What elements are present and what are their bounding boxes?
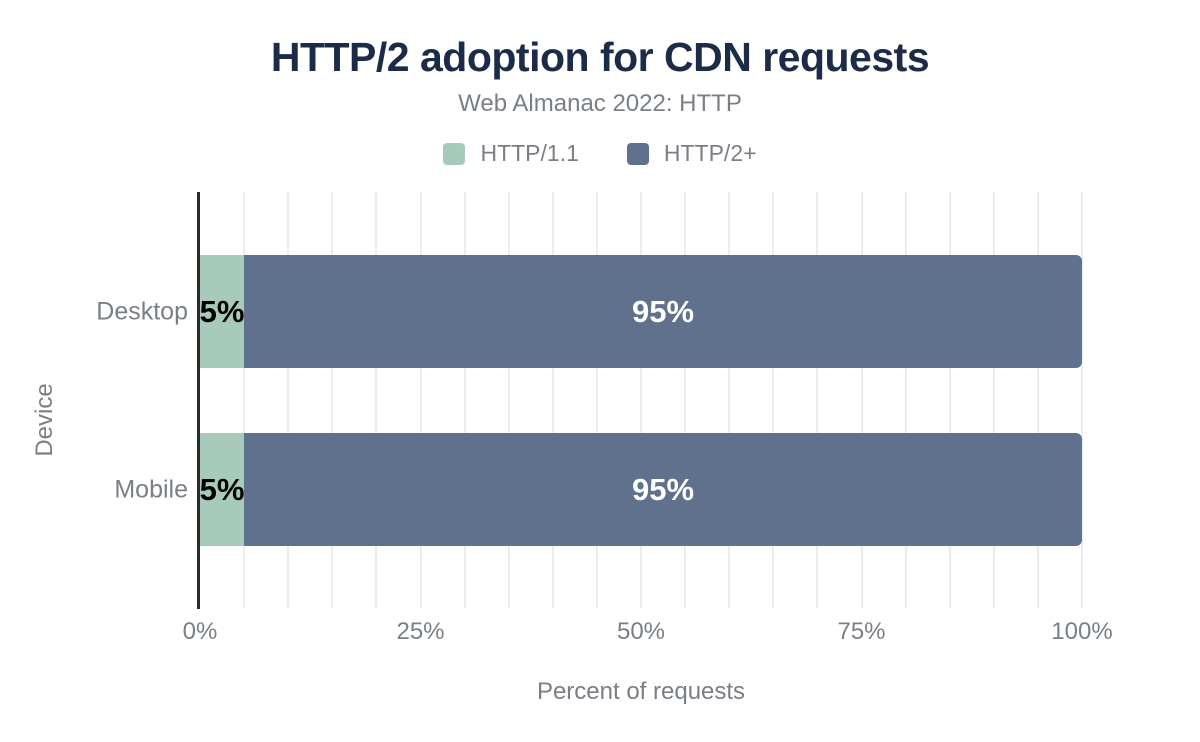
bar-row-mobile: 5% 95%	[200, 433, 1082, 546]
gridline	[507, 192, 510, 608]
bar-value-label: 95%	[632, 471, 695, 507]
plot-area: 5% 95% 5% 95%	[200, 192, 1083, 608]
bar-value-label: 5%	[199, 471, 245, 507]
gridline	[287, 192, 290, 608]
gridline	[816, 192, 819, 608]
legend: HTTP/1.1 HTTP/2+	[0, 140, 1200, 167]
gridline	[860, 192, 863, 608]
legend-label: HTTP/2+	[663, 140, 757, 166]
gridline	[551, 192, 554, 608]
gridline	[331, 192, 334, 608]
gridline	[595, 192, 598, 608]
bar-segment-desktop-http-1-1[interactable]: 5%	[200, 255, 244, 368]
x-axis-tick-label: 50%	[616, 618, 666, 645]
gridline	[1081, 192, 1083, 608]
x-axis-tick-label: 100%	[1051, 618, 1113, 645]
bar-row-desktop: 5% 95%	[200, 255, 1082, 368]
gridline	[684, 192, 687, 608]
gridline	[243, 192, 246, 608]
chart-title: HTTP/2 adoption for CDN requests	[270, 34, 930, 80]
bar-value-label: 5%	[199, 293, 245, 329]
bar-segment-mobile-http-1-1[interactable]: 5%	[200, 433, 244, 546]
bar-value-label: 95%	[632, 293, 695, 329]
gridline	[728, 192, 731, 608]
y-axis-title: Device	[31, 383, 58, 457]
x-axis-tick-label: 25%	[396, 618, 445, 645]
y-axis-line	[197, 192, 200, 609]
gridline	[1036, 192, 1039, 608]
legend-swatch-icon	[626, 142, 649, 165]
bar-segment-desktop-http-2-[interactable]: 95%	[244, 255, 1082, 368]
gridline	[992, 192, 995, 608]
legend-item-http-2-[interactable]: HTTP/2+	[626, 140, 757, 167]
gridline	[772, 192, 775, 608]
legend-label: HTTP/1.1	[480, 140, 579, 166]
y-axis-category-label-mobile: Mobile	[114, 475, 188, 503]
x-axis-tick-label: 0%	[182, 618, 218, 645]
gridline	[640, 192, 642, 608]
y-axis-category-label-desktop: Desktop	[96, 297, 188, 325]
gridline	[375, 192, 378, 608]
bar-segment-mobile-http-2-[interactable]: 95%	[244, 433, 1082, 546]
x-axis-title: Percent of requests	[536, 678, 746, 705]
gridline	[904, 192, 907, 608]
gridline	[948, 192, 951, 608]
chart-subtitle: Web Almanac 2022: HTTP	[458, 90, 742, 117]
gridline	[463, 192, 466, 608]
legend-item-http-1-1[interactable]: HTTP/1.1	[443, 140, 579, 167]
legend-swatch-icon	[443, 142, 466, 165]
gridline	[419, 192, 422, 608]
x-axis-tick-label: 75%	[837, 618, 886, 645]
